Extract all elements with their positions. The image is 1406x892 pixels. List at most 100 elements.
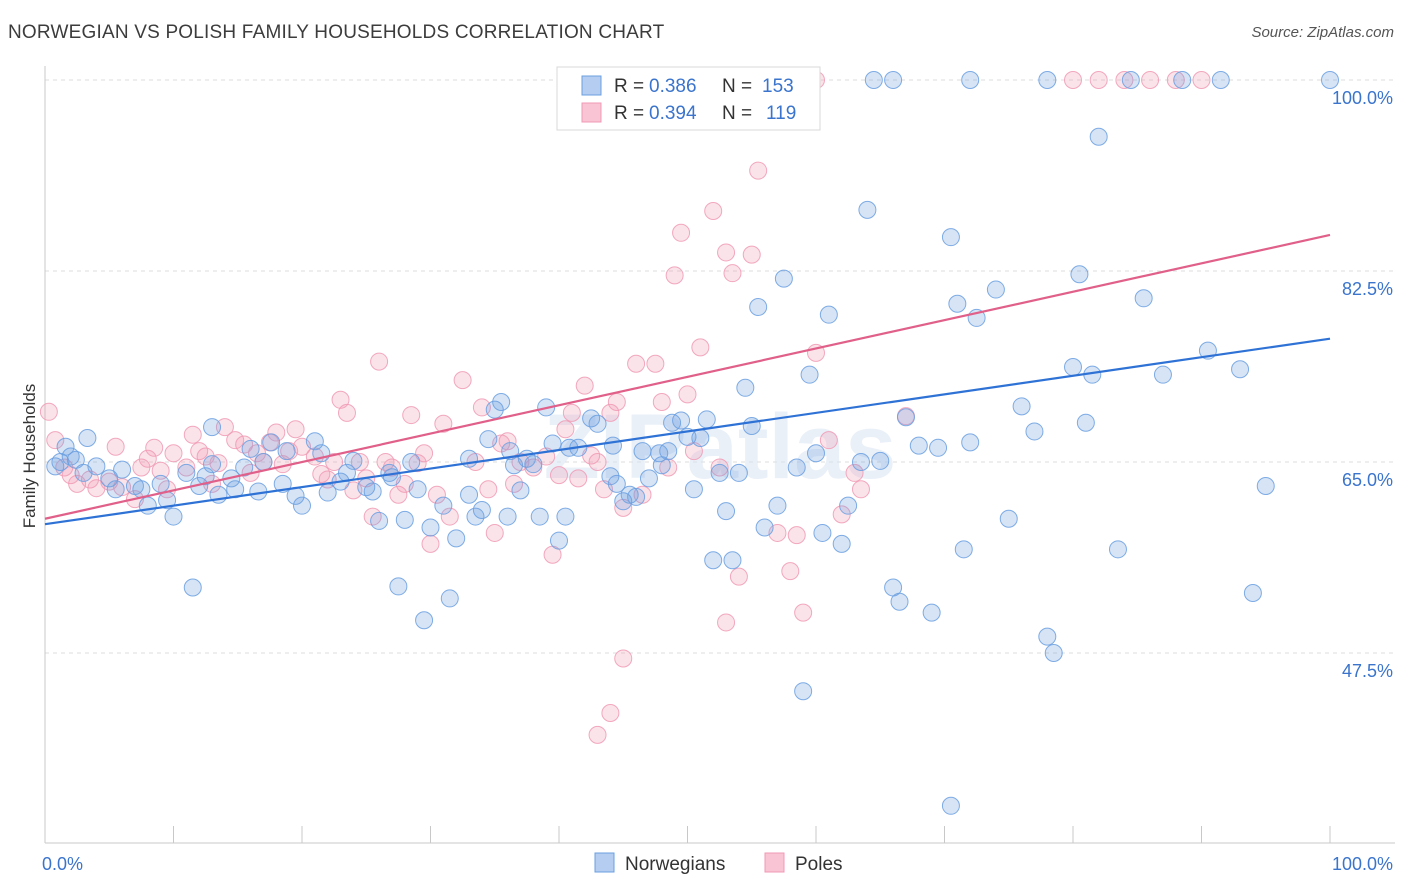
r-label: R = (614, 103, 644, 124)
poles-point (787, 526, 806, 545)
norwegians-point (1134, 289, 1153, 308)
poles-point (601, 403, 620, 422)
poles-point (138, 449, 157, 468)
norwegians-point (447, 529, 466, 548)
norwegians-point (408, 480, 427, 499)
norwegians-point (922, 603, 941, 622)
poles-point (226, 431, 245, 450)
poles-point (1115, 71, 1134, 89)
norwegians-point (151, 474, 170, 493)
poles-point (607, 392, 626, 411)
norwegians-point (620, 485, 639, 504)
legend-poles: Poles (795, 854, 843, 875)
norwegians-point (1038, 71, 1057, 89)
norwegians-point (659, 442, 678, 461)
norwegians-point (277, 442, 296, 461)
poles-point (678, 385, 697, 404)
norwegians-point (524, 455, 543, 474)
poles-point (556, 420, 575, 439)
norwegians-point (472, 501, 491, 520)
norwegians-point (896, 408, 915, 427)
norwegians-point (183, 578, 202, 597)
norwegians-point (389, 577, 408, 596)
norwegians-point (909, 436, 928, 455)
norwegians-point (1321, 71, 1339, 89)
norwegians-point (627, 487, 646, 506)
poles-point (704, 201, 723, 220)
poles-point (46, 431, 65, 450)
norwegians-point (800, 365, 819, 384)
poles-point (337, 403, 356, 422)
norwegians-point (1038, 627, 1057, 646)
poles-point (350, 453, 369, 471)
norwegians-point (550, 531, 568, 550)
series-legend: Norwegians Poles (594, 852, 843, 875)
norwegians-point (691, 428, 710, 447)
poles-point (427, 485, 446, 504)
poles-point (106, 437, 125, 456)
y-tick-label: 47.5% (1342, 661, 1393, 681)
trend-lines (44, 233, 1331, 526)
poles-point (485, 523, 504, 542)
poles-point (408, 454, 427, 473)
poles-point (1166, 71, 1185, 89)
norwegians-point (511, 481, 530, 500)
norwegians-point (177, 463, 196, 482)
norwegians-point (1256, 477, 1275, 496)
poles-point (1141, 71, 1160, 89)
norwegians-point (742, 416, 761, 435)
norwegians-point (1108, 540, 1127, 559)
n-value: 119 (766, 103, 796, 124)
norwegians-point (588, 414, 607, 433)
norwegians-point (460, 485, 479, 504)
poles-point (672, 223, 691, 242)
poles-point (562, 403, 581, 422)
poles-point (717, 613, 736, 632)
y-axis-label: Family Households (20, 384, 39, 529)
norwegians-point (382, 468, 401, 487)
y-tick-label: 100.0% (1332, 88, 1393, 108)
poles-point (627, 354, 646, 373)
poles-point (331, 390, 350, 409)
poles-point (659, 458, 678, 477)
norwegians-point (858, 200, 877, 219)
norwegians-point (395, 510, 414, 529)
poles-point (845, 463, 864, 482)
norwegians-point (954, 540, 973, 559)
norwegians-point (749, 298, 768, 317)
norwegians-point (262, 433, 281, 452)
norwegians-point (774, 269, 793, 288)
y-tick-label: 82.5% (1342, 279, 1393, 299)
norwegians-point (51, 453, 70, 471)
norwegians-point (78, 428, 97, 447)
n-label: N = (722, 103, 752, 124)
grid-lines (45, 79, 1395, 654)
poles-point (286, 420, 305, 439)
norwegians-point (941, 228, 960, 247)
poles-point (729, 567, 748, 586)
poles-point (819, 431, 838, 450)
norwegians-point (672, 411, 691, 430)
norwegians-point (704, 551, 723, 570)
norwegians-point (890, 592, 909, 611)
norwegians-point (235, 458, 254, 477)
norwegians-point (884, 71, 903, 89)
poles-point (614, 649, 633, 668)
n-label: N = (722, 76, 752, 97)
norwegians-point (768, 496, 787, 515)
norwegians-point (498, 507, 517, 526)
poles-point (742, 245, 761, 264)
norwegians-point (603, 436, 622, 455)
norwegians-point (1076, 413, 1095, 432)
poles-point (209, 454, 228, 473)
norwegians-point (370, 511, 389, 530)
norwegians-point (697, 410, 716, 429)
chart-title: NORWEGIAN VS POLISH FAMILY HOUSEHOLDS CO… (8, 22, 665, 43)
norwegians-point (1044, 644, 1063, 662)
norwegians-point (530, 507, 549, 526)
norwegians-point (839, 496, 858, 515)
norwegians-point (106, 480, 125, 499)
norwegians-point (1153, 365, 1172, 384)
poles-point (177, 458, 196, 477)
axes (44, 66, 1395, 844)
